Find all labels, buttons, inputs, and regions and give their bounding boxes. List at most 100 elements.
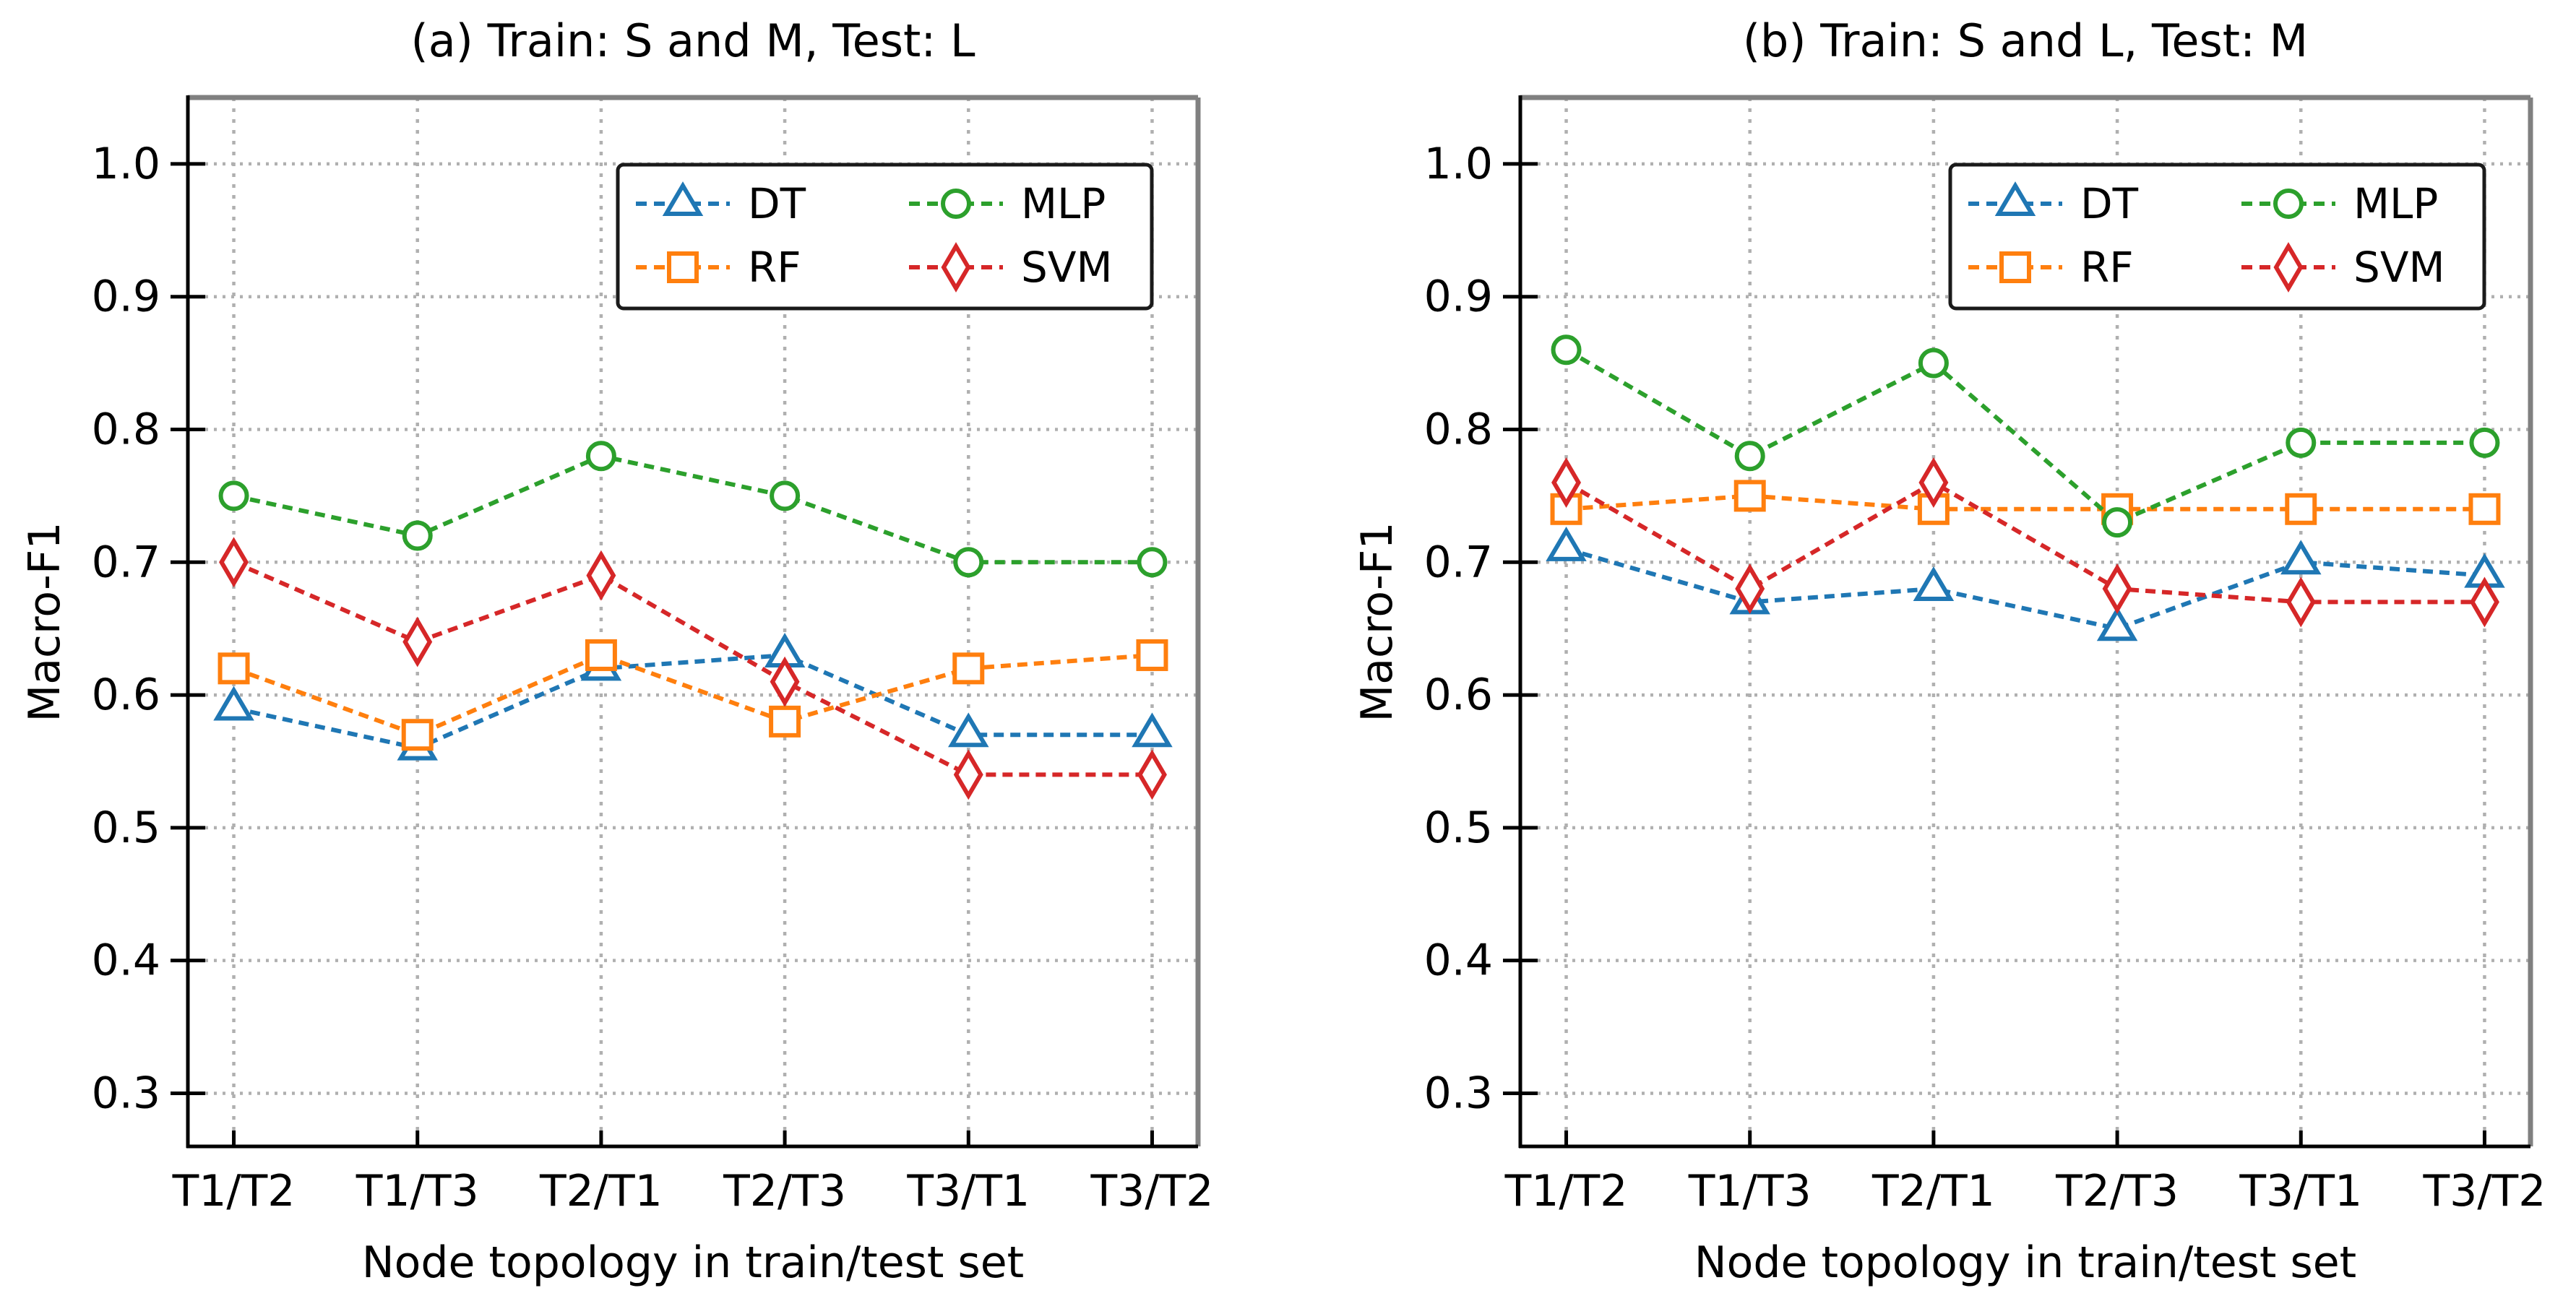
legend-marker-MLP <box>941 189 971 219</box>
y-tick-label: 0.8 <box>92 404 160 454</box>
legend-item-DT: DT <box>636 179 806 228</box>
x-tick-label: T1/T3 <box>1688 1166 1812 1216</box>
marker-MLP <box>585 441 616 472</box>
marker-MLP <box>1918 347 1949 379</box>
x-axis-label: Node topology in train/test set <box>1694 1237 2356 1288</box>
panel-a: 1.0 0.9 0.8 0.7 0.6 0.5 0.4 0.3T1/T2 T1/T3 T2/T1 T… <box>20 14 1213 1288</box>
series-line-SVM <box>233 560 1153 777</box>
legend-item-DT: DT <box>1968 179 2139 228</box>
x-tick-label: T1/T3 <box>356 1166 479 1216</box>
legend-label: SVM <box>1021 243 1113 292</box>
legend-box <box>616 163 1154 311</box>
legend-item-SVM: SVM <box>909 242 1113 293</box>
y-tick-label: 0.9 <box>92 272 160 322</box>
marker-DT <box>1132 712 1173 748</box>
x-tick-label: T3/T2 <box>1090 1166 1214 1216</box>
series-line-MLP <box>233 454 1153 565</box>
legend-label: DT <box>2080 179 2139 228</box>
series-line-DT <box>233 652 1153 751</box>
legend-label: MLP <box>1021 179 1106 228</box>
legend-marker-SVM <box>2273 242 2304 293</box>
panel-title: (b) Train: S and L, Test: M <box>1743 14 2308 67</box>
marker-SVM <box>1735 563 1765 614</box>
series-MLP <box>218 441 1168 578</box>
x-tick-label: T2/T3 <box>723 1166 846 1216</box>
x-axis-label: Node topology in train/test set <box>362 1237 1024 1288</box>
marker-MLP <box>218 480 249 511</box>
y-tick-label: 0.6 <box>92 670 160 720</box>
y-tick-label: 0.5 <box>92 803 160 853</box>
legend-box <box>1948 163 2486 311</box>
series-DT <box>1546 527 2505 641</box>
marker-MLP <box>2102 507 2133 538</box>
series-DT <box>213 633 1173 761</box>
series-line-MLP <box>1565 347 2485 525</box>
legend-label: RF <box>2080 243 2134 292</box>
legend-marker-RF <box>1999 251 2031 283</box>
marker-RF <box>401 719 434 751</box>
marker-SVM <box>1918 457 1949 508</box>
legend-label: RF <box>748 243 801 292</box>
marker-MLP <box>953 547 984 578</box>
marker-DT <box>2096 606 2138 641</box>
y-tick-label: 0.4 <box>92 935 160 986</box>
marker-DT <box>1546 527 1587 561</box>
series-RF <box>1550 480 2501 525</box>
x-tick-label: T2/T1 <box>1871 1166 1995 1216</box>
x-tick-label: T1/T2 <box>1504 1166 1628 1216</box>
legend-marker-SVM <box>941 242 971 293</box>
x-tick-label: T2/T1 <box>539 1166 663 1216</box>
legend-marker-DT <box>662 181 704 216</box>
marker-MLP <box>1734 441 1765 472</box>
series-SVM <box>219 537 1167 800</box>
marker-RF <box>585 639 617 671</box>
marker-SVM <box>953 749 983 800</box>
marker-RF <box>2468 493 2501 525</box>
y-axis-label: Macro-F1 <box>1352 522 1403 722</box>
y-tick-label: 0.3 <box>1424 1068 1493 1118</box>
panel-title: (a) Train: S and M, Test: L <box>411 14 975 67</box>
marker-MLP <box>770 480 801 511</box>
x-tick-label: T1/T2 <box>172 1166 296 1216</box>
legend-label: DT <box>748 179 806 228</box>
y-tick-label: 0.6 <box>1424 670 1493 720</box>
marker-DT <box>2280 540 2322 575</box>
marker-SVM <box>2102 563 2132 614</box>
y-tick-label: 0.5 <box>1424 803 1493 853</box>
series-RF <box>217 639 1168 751</box>
marker-DT <box>948 712 989 748</box>
legend-marker-RF <box>667 251 699 283</box>
x-tick-label: T3/T1 <box>2239 1166 2362 1216</box>
marker-RF <box>769 705 801 738</box>
marker-SVM <box>219 537 249 588</box>
legend-item-RF: RF <box>1968 243 2134 292</box>
series-line-SVM <box>1565 480 2485 605</box>
y-axis-label: Macro-F1 <box>20 522 70 722</box>
legend-marker-DT <box>1994 181 2036 216</box>
series-SVM <box>1551 457 2499 628</box>
x-tick-label: T3/T1 <box>906 1166 1030 1216</box>
marker-SVM <box>402 616 433 667</box>
legend: DT RF MLP SVM <box>616 163 1154 311</box>
marker-SVM <box>586 550 616 601</box>
y-tick-label: 1.0 <box>1424 139 1493 189</box>
legend-label: SVM <box>2353 243 2445 292</box>
marker-SVM <box>770 656 800 707</box>
y-tick-label: 0.7 <box>92 537 160 587</box>
marker-MLP <box>2469 427 2500 458</box>
marker-MLP <box>1551 334 1582 366</box>
y-tick-label: 0.7 <box>1424 537 1493 587</box>
series-line-RF <box>1566 493 2485 511</box>
marker-MLP <box>1137 547 1168 578</box>
y-tick-label: 0.3 <box>92 1068 160 1118</box>
y-tick-label: 0.9 <box>1424 272 1493 322</box>
legend-item-RF: RF <box>636 243 801 292</box>
marker-DT <box>213 686 254 721</box>
marker-MLP <box>402 520 433 551</box>
marker-RF <box>1136 639 1168 671</box>
marker-RF <box>2285 493 2317 525</box>
legend: DT RF MLP SVM <box>1948 163 2486 311</box>
legend-marker-MLP <box>2273 189 2304 219</box>
